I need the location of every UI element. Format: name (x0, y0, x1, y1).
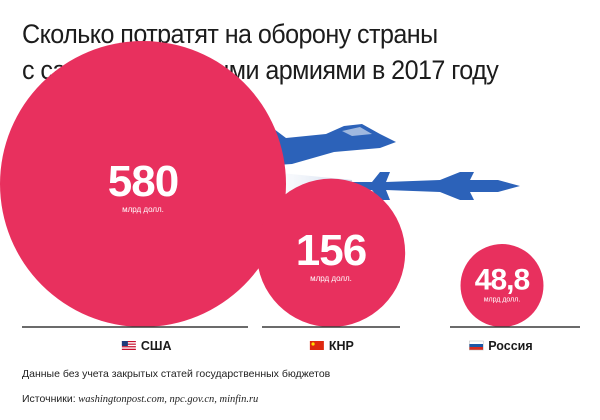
bubble-russia (460, 244, 544, 327)
value-label-russia: 48,8 (475, 264, 530, 297)
sources-label: Источники: (22, 393, 76, 405)
unit-label-russia: млрд долл. (484, 297, 521, 304)
sources-line: Источники: washingtonpost.com, npc.gov.c… (22, 393, 258, 405)
fighter-jet-canopy (342, 127, 372, 136)
missile-icon (352, 172, 520, 200)
footnote: Данные без учета закрытых статей государ… (22, 368, 331, 380)
unit-label-china: млрд долл. (310, 274, 352, 283)
us-flag-icon (121, 341, 136, 350)
category-label-russia: Россия (488, 339, 532, 353)
category-label-china: КНР (329, 339, 354, 353)
category-label-usa: США (141, 339, 172, 353)
ru-flag-icon (469, 340, 484, 351)
sources-text: washingtonpost.com, npc.gov.cn, minfin.r… (78, 394, 259, 405)
value-label-usa: 580 (108, 157, 178, 206)
cn-flag-icon (309, 341, 324, 350)
bubble-china (256, 178, 406, 327)
chart-title-line-1: Сколько потратят на оборону страны (22, 19, 438, 49)
value-label-china: 156 (296, 226, 366, 275)
unit-label-usa: млрд долл. (122, 205, 164, 214)
bubble-usa (0, 41, 286, 327)
